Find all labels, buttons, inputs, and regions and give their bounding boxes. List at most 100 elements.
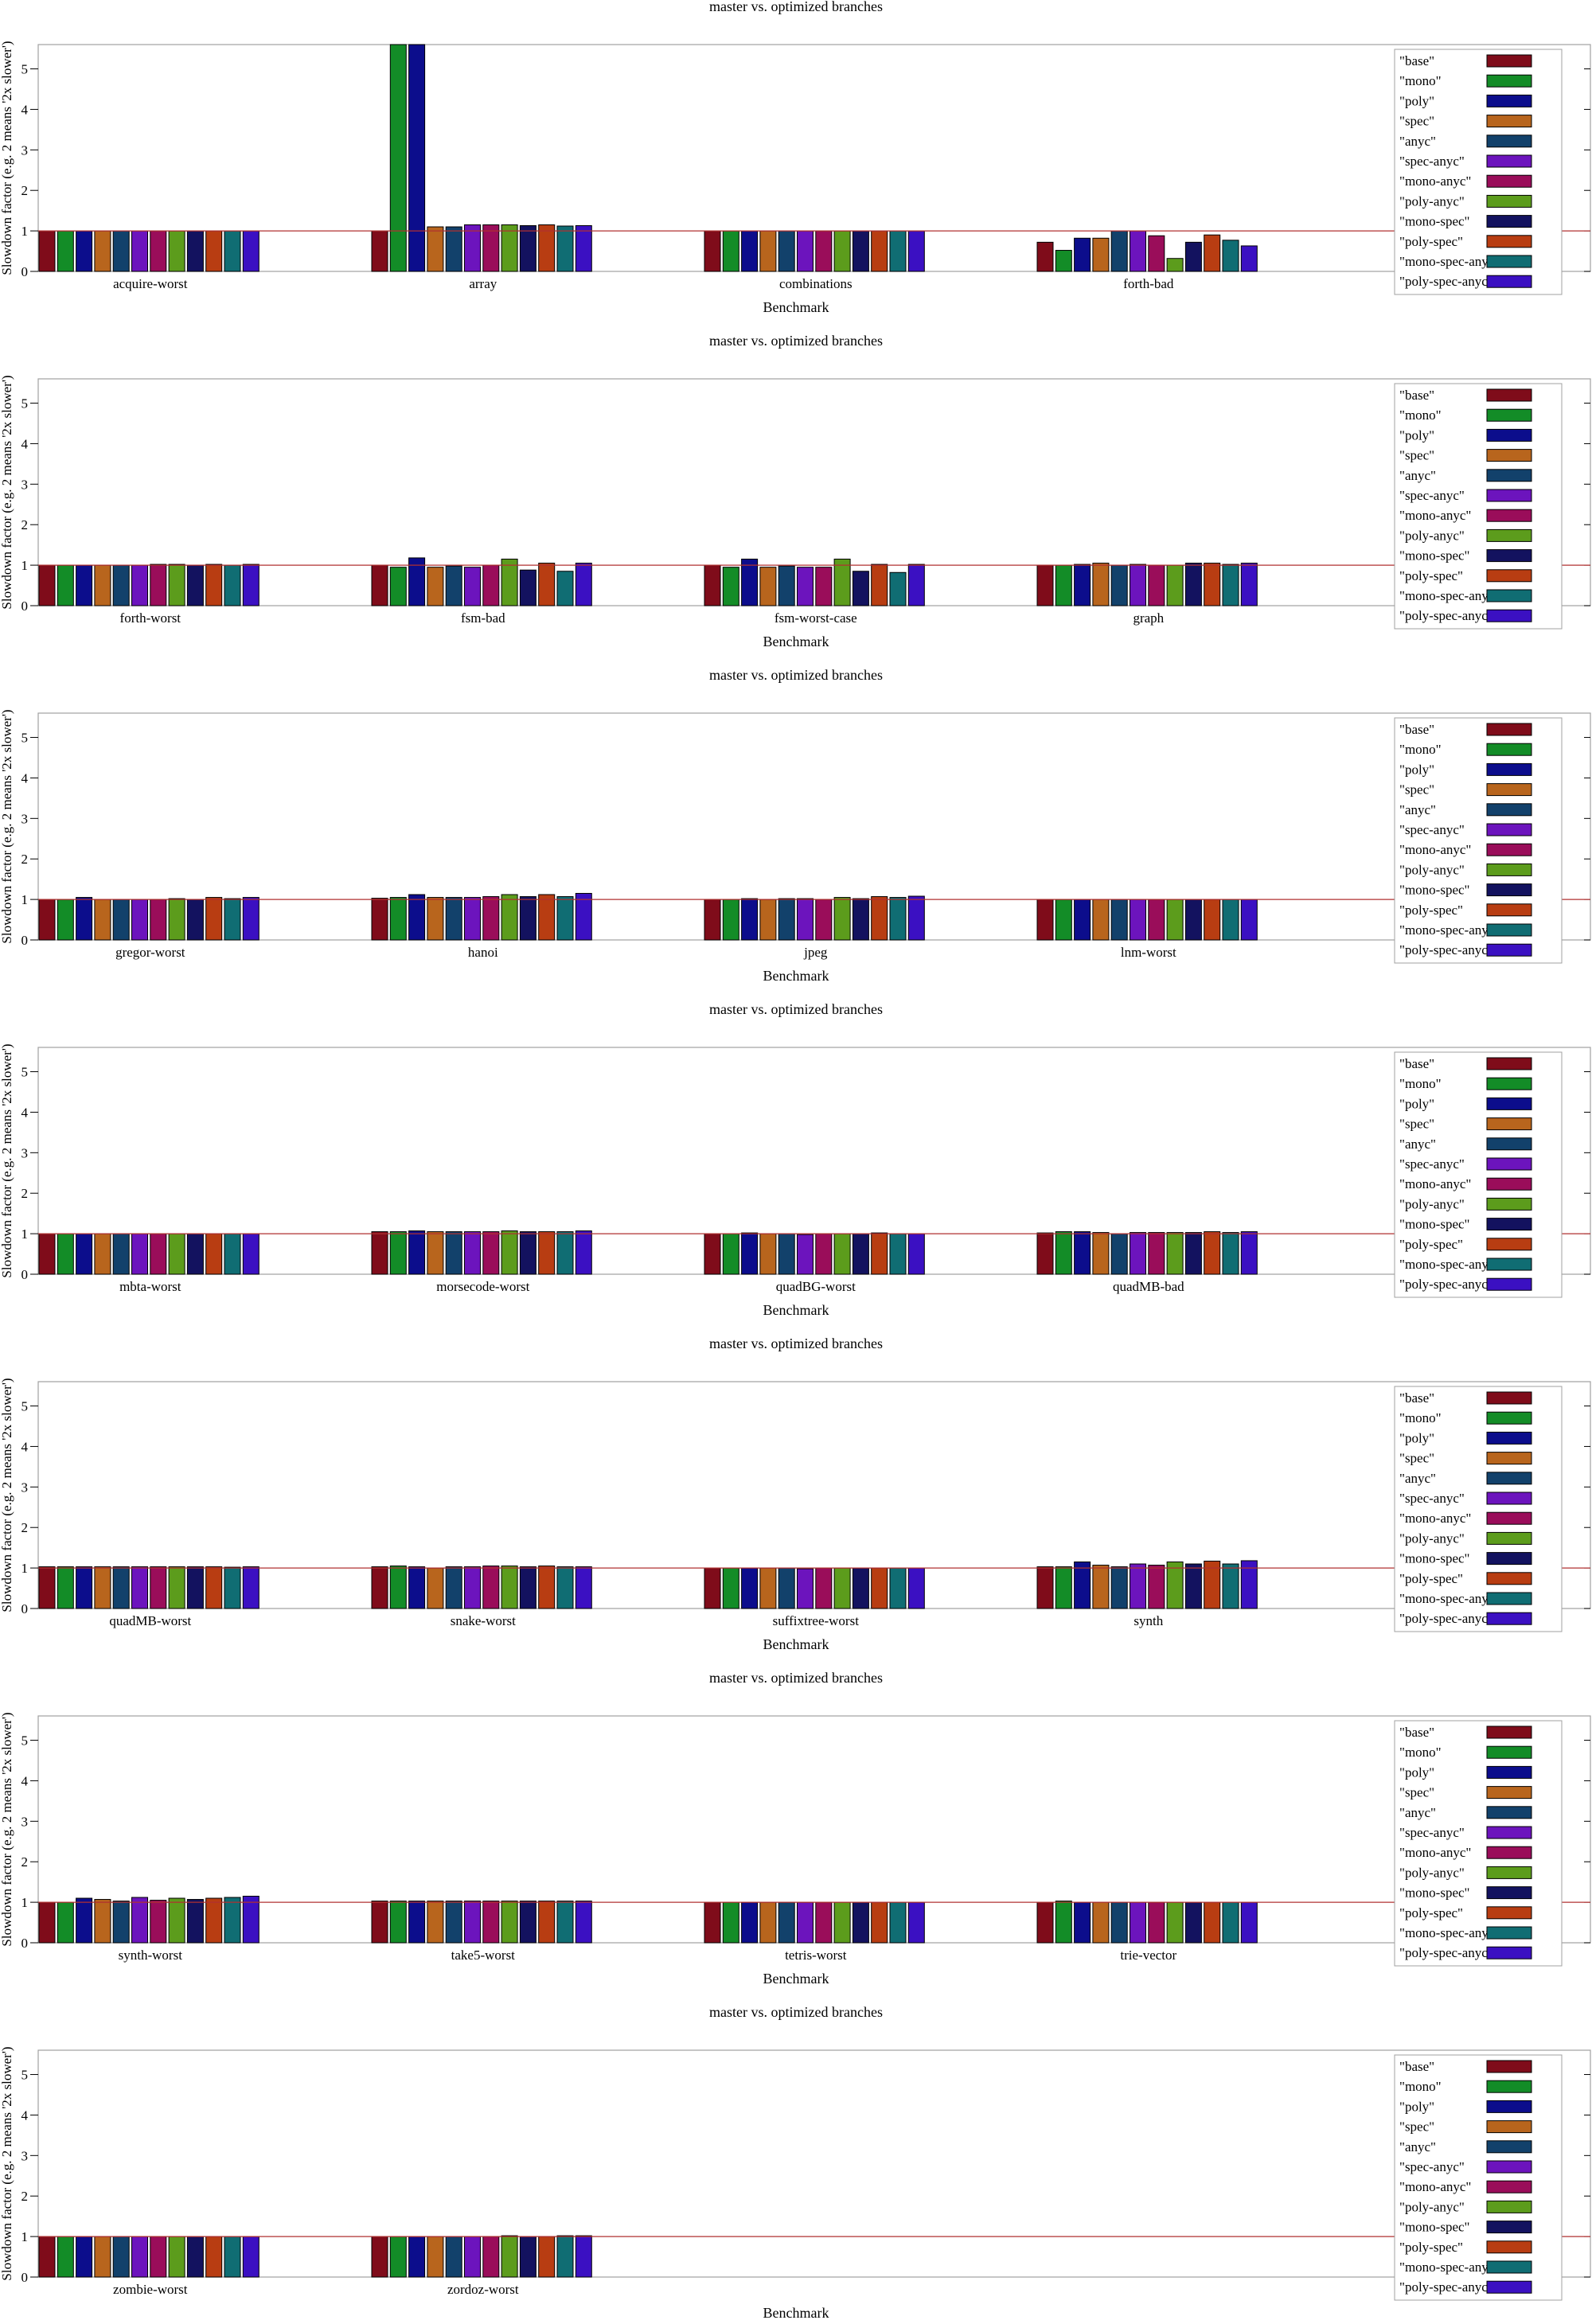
bar-mbta-worst-4 xyxy=(112,1233,130,1275)
bar-combinations-7 xyxy=(833,230,851,272)
y-tick-label: 4 xyxy=(21,1773,29,1788)
y-tick-label: 3 xyxy=(21,1480,29,1495)
bar-synth-2 xyxy=(1074,1561,1091,1609)
bar-zordoz-worst-9 xyxy=(538,2236,556,2278)
bar-snake-worst-3 xyxy=(427,1567,444,1609)
legend: "base" "mono" "poly" "spec" "anyc" "spec-anyc… xyxy=(1394,383,1563,630)
bar-forth-bad-10 xyxy=(1222,240,1239,272)
y-tick-label: 5 xyxy=(21,396,29,411)
bar-graph-11 xyxy=(1240,563,1258,606)
bar-fsm-bad-2 xyxy=(408,557,426,606)
bar-array-1 xyxy=(389,44,407,272)
bar-tetris-worst-2 xyxy=(741,1901,759,1944)
y-tick-label: 0 xyxy=(21,933,29,948)
bar-mbta-worst-7 xyxy=(168,1233,185,1275)
bar-trie-vector-7 xyxy=(1166,1901,1184,1944)
chart-title: master vs. optimized branches xyxy=(709,1670,883,1686)
legend-swatch xyxy=(1486,2180,1532,2193)
bar-suffixtree-worst-3 xyxy=(759,1567,777,1609)
bar-gregor-worst-4 xyxy=(112,899,130,941)
y-tick-label: 3 xyxy=(21,1145,29,1160)
legend-label: "spec-anyc" xyxy=(1399,822,1465,837)
bar-zordoz-worst-10 xyxy=(556,2235,574,2278)
bar-graph-4 xyxy=(1110,564,1128,606)
bar-forth-bad-6 xyxy=(1148,235,1165,272)
bar-jpeg-0 xyxy=(704,899,721,941)
bar-jpeg-2 xyxy=(741,898,759,941)
bar-lnm-worst-3 xyxy=(1092,899,1110,941)
legend: "base" "mono" "poly" "spec" "anyc" "spec-anyc… xyxy=(1394,1720,1563,1967)
bar-jpeg-8 xyxy=(852,898,869,941)
bar-jpeg-1 xyxy=(722,899,739,941)
legend-swatch xyxy=(1486,943,1532,957)
bar-zordoz-worst-1 xyxy=(389,2236,407,2278)
bar-array-0 xyxy=(371,230,388,272)
bar-synth-worst-9 xyxy=(205,1897,223,1944)
y-axis-label: Slowdown factor (e.g. 2 means '2x slower… xyxy=(0,2046,14,2280)
bar-quadMB-bad-11 xyxy=(1240,1231,1258,1275)
bar-morsecode-worst-4 xyxy=(445,1231,462,1275)
bar-acquire-worst-0 xyxy=(38,230,56,272)
bar-take5-worst-10 xyxy=(556,1901,574,1944)
bar-morsecode-worst-0 xyxy=(371,1231,388,1275)
legend-swatch xyxy=(1486,743,1532,756)
bar-forth-worst-6 xyxy=(150,563,167,606)
legend: "base" "mono" "poly" "spec" "anyc" "spec-anyc… xyxy=(1394,2054,1563,2301)
bar-forth-bad-1 xyxy=(1055,250,1072,272)
bar-quadMB-worst-3 xyxy=(94,1566,111,1609)
bar-morsecode-worst-6 xyxy=(482,1231,500,1275)
legend-swatch xyxy=(1486,1177,1532,1191)
legend-swatch xyxy=(1486,1725,1532,1739)
bar-forth-worst-11 xyxy=(242,563,259,606)
bar-forth-worst-4 xyxy=(112,564,130,606)
legend-label: "mono-anyc" xyxy=(1399,1845,1471,1860)
legend-swatch xyxy=(1486,1258,1532,1271)
y-tick-label: 4 xyxy=(21,2108,29,2123)
bar-suffixtree-worst-7 xyxy=(833,1567,851,1609)
bar-fsm-worst-case-8 xyxy=(852,571,869,606)
legend-label: "mono-spec-anyc" xyxy=(1399,1591,1500,1606)
bar-fsm-worst-case-10 xyxy=(889,571,907,606)
legend-swatch xyxy=(1486,1826,1532,1839)
bar-gregor-worst-1 xyxy=(57,899,74,941)
legend-swatch xyxy=(1486,609,1532,622)
y-tick-label: 0 xyxy=(21,599,29,614)
bar-take5-worst-0 xyxy=(371,1901,388,1944)
y-tick-label: 2 xyxy=(21,852,29,867)
legend-swatch xyxy=(1486,569,1532,583)
legend: "base" "mono" "poly" "spec" "anyc" "spec-anyc… xyxy=(1394,1051,1563,1298)
legend-swatch xyxy=(1486,1926,1532,1940)
y-tick-label: 0 xyxy=(21,1601,29,1616)
bar-morsecode-worst-7 xyxy=(501,1230,518,1275)
legend-label: "mono-spec-anyc" xyxy=(1399,1257,1500,1272)
bar-hanoi-0 xyxy=(371,898,388,941)
bar-quadMB-bad-4 xyxy=(1110,1233,1128,1275)
legend-label: "poly-anyc" xyxy=(1399,528,1465,543)
bar-gregor-worst-6 xyxy=(150,899,167,941)
x-axis-label: Benchmark xyxy=(763,968,829,984)
legend-swatch xyxy=(1486,1745,1532,1759)
category-label: hanoi xyxy=(468,945,498,960)
legend-swatch xyxy=(1486,903,1532,917)
legend-swatch xyxy=(1486,2280,1532,2294)
bar-array-4 xyxy=(445,226,462,272)
bar-zordoz-worst-5 xyxy=(464,2236,481,2278)
legend-label: "spec" xyxy=(1399,448,1434,463)
legend-label: "poly-spec-anyc" xyxy=(1399,1945,1493,1960)
legend-swatch xyxy=(1486,2200,1532,2213)
bar-quadBG-worst-7 xyxy=(833,1233,851,1275)
plot-frame xyxy=(37,712,1591,941)
chart-panel-4: master vs. optimized branches 0 1 2 3 4 5 Slowd… xyxy=(0,1001,1591,1318)
bar-take5-worst-8 xyxy=(519,1901,537,1944)
bar-synth-worst-7 xyxy=(168,1897,185,1944)
bar-quadMB-bad-3 xyxy=(1092,1232,1110,1275)
bar-graph-7 xyxy=(1166,564,1184,606)
bar-graph-1 xyxy=(1055,564,1072,606)
category-label: gregor-worst xyxy=(115,945,185,960)
bar-fsm-worst-case-9 xyxy=(871,563,888,606)
legend-label: "mono-spec" xyxy=(1399,883,1469,898)
bar-quadMB-bad-5 xyxy=(1130,1232,1146,1275)
bar-synth-worst-3 xyxy=(94,1899,111,1944)
legend-swatch xyxy=(1486,1218,1532,1231)
bar-quadMB-bad-2 xyxy=(1074,1231,1091,1275)
